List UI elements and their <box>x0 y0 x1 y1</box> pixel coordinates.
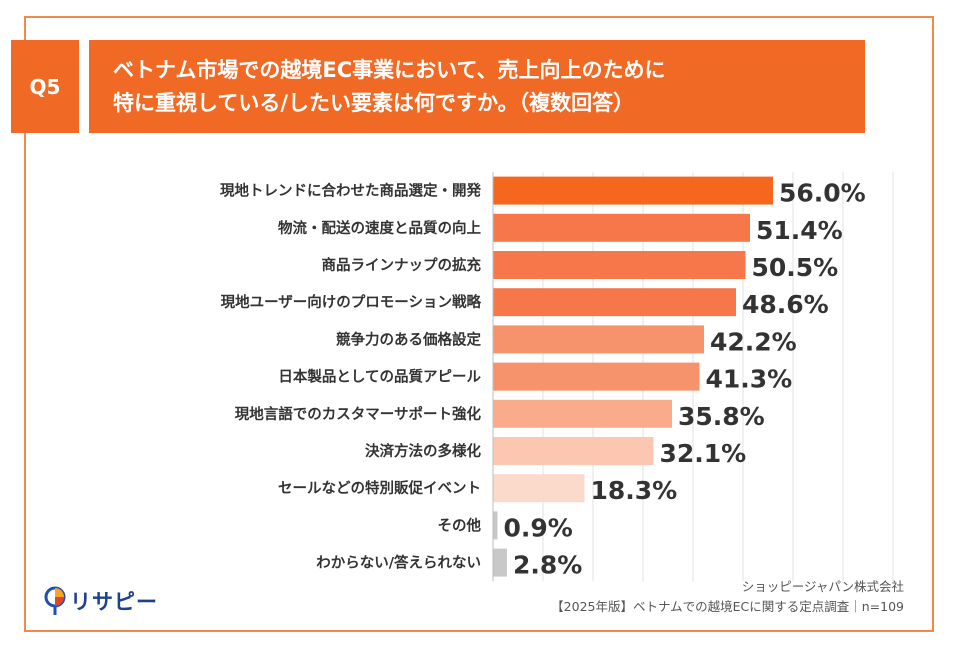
bar <box>493 176 773 205</box>
data-label: 32.1% <box>660 439 747 468</box>
logo-text: リサピー <box>70 590 158 614</box>
bar <box>493 511 498 540</box>
category-label: 現地言語でのカスタマーサポート強化 <box>235 405 482 423</box>
data-label: 2.8% <box>513 551 582 580</box>
category-label: わからない/答えられない <box>316 554 481 572</box>
bar <box>493 474 585 503</box>
category-label: 決済方法の多様化 <box>365 442 481 460</box>
category-label: 日本製品としての品質アピール <box>278 368 481 386</box>
bar <box>493 288 736 317</box>
data-label: 48.6% <box>742 290 829 319</box>
category-label: 競争力のある価格設定 <box>336 330 481 348</box>
title-line-1: ベトナム市場での越境EC事業において、売上向上のために <box>113 58 666 82</box>
category-label: 現地トレンドに合わせた商品選定・開発 <box>220 182 481 200</box>
title-line-2: 特に重視している/したい要素は何ですか。（複数回答） <box>113 91 635 115</box>
bar <box>493 362 700 391</box>
question-number: Q5 <box>11 40 79 133</box>
logo: リサピー <box>44 586 158 616</box>
bar <box>493 548 507 577</box>
category-label: 商品ラインナップの拡充 <box>322 256 482 274</box>
pin-icon <box>44 586 66 615</box>
source-survey: 【2025年版】ベトナムでの越境ECに関する定点調査｜n=109 <box>551 599 904 614</box>
category-label: 現地ユーザー向けのプロモーション戦略 <box>221 293 482 311</box>
bar <box>493 399 672 428</box>
question-title: ベトナム市場での越境EC事業において、売上向上のために 特に重視している/したい… <box>89 40 865 133</box>
category-label: 物流・配送の速度と品質の向上 <box>278 219 481 237</box>
data-label: 56.0% <box>779 179 866 208</box>
bar <box>493 325 704 354</box>
category-label: その他 <box>438 516 482 534</box>
bar <box>493 251 746 279</box>
source-note: ショッピージャパン株式会社 【2025年版】ベトナムでの越境ECに関する定点調査… <box>551 577 904 617</box>
bar <box>493 437 654 465</box>
data-label: 41.3% <box>706 365 793 394</box>
bar <box>493 213 750 242</box>
data-label: 50.5% <box>752 253 839 282</box>
data-label: 0.9% <box>504 513 573 542</box>
data-label: 35.8% <box>678 402 765 431</box>
category-label: セールなどの特別販促イベント <box>278 479 481 497</box>
data-label: 18.3% <box>591 476 678 505</box>
data-label: 42.2% <box>710 327 797 356</box>
source-company: ショッピージャパン株式会社 <box>741 579 904 594</box>
data-label: 51.4% <box>756 216 843 245</box>
